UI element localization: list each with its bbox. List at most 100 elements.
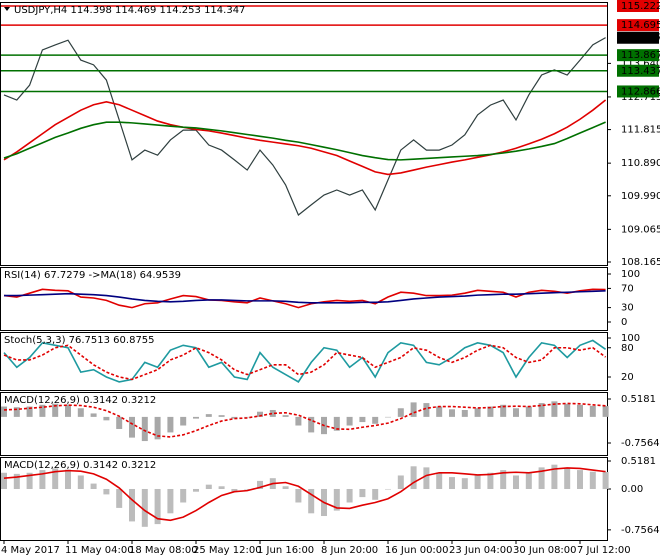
x-tick-label: 25 May 12:00 — [193, 545, 262, 556]
histogram-bar — [103, 416, 110, 421]
histogram-bar — [359, 488, 366, 498]
series-line — [3, 288, 606, 309]
series-line — [3, 339, 607, 383]
histogram-bar — [577, 404, 583, 417]
histogram-bar — [538, 403, 545, 417]
panel-frame — [0, 392, 608, 456]
level-label-box — [617, 49, 659, 62]
histogram-bar — [154, 416, 161, 440]
histogram-bar — [282, 486, 289, 489]
histogram-bar — [525, 406, 532, 417]
histogram-bar — [589, 471, 596, 489]
histogram-bar — [423, 403, 430, 417]
histogram-bar — [385, 416, 391, 418]
y-tick-label: 111.815 — [621, 125, 660, 136]
histogram-bar — [500, 404, 507, 417]
histogram-bar — [39, 404, 46, 417]
histogram-bar — [333, 488, 340, 511]
y-tick-label: 109.065 — [621, 224, 660, 235]
histogram-bar — [513, 408, 519, 417]
histogram-bar — [231, 416, 238, 419]
histogram-bar — [474, 475, 481, 489]
histogram-bar — [423, 467, 430, 489]
histogram-bar — [205, 484, 212, 489]
histogram-bar — [129, 416, 135, 438]
histogram-bar — [167, 416, 174, 433]
histogram-bar — [410, 466, 417, 489]
y-tick-label: 0.00 — [621, 484, 643, 495]
x-tick-label: 23 Jun 04:00 — [449, 545, 513, 556]
histogram-bar — [13, 407, 20, 417]
histogram-bar — [602, 406, 609, 417]
level-label: 113.867 — [621, 50, 660, 61]
histogram-bar — [487, 472, 494, 489]
histogram-bar — [410, 402, 417, 417]
panel-frame — [0, 267, 608, 331]
x-tick-label: 11 May 04:00 — [65, 545, 134, 556]
level-label: 112.866 — [621, 86, 660, 97]
current-price-box — [617, 31, 659, 44]
histogram-bar — [257, 411, 263, 417]
panel-frame — [0, 2, 608, 266]
y-tick-label: 108.165 — [621, 257, 660, 268]
histogram-bar — [103, 488, 110, 495]
histogram-bar — [525, 472, 532, 489]
histogram-bar — [129, 488, 135, 522]
y-tick-label: 113.640 — [621, 58, 660, 69]
level-label: 115.222 — [621, 1, 660, 12]
histogram-bar — [538, 467, 545, 489]
histogram-bar — [551, 401, 558, 417]
panel-title: MACD(12,26,9) 0.3142 0.3212 — [4, 395, 156, 406]
histogram-bar — [372, 416, 379, 424]
panel-title: USDJPY,H4 114.398 114.469 114.253 114.34… — [14, 5, 245, 16]
histogram-bar — [193, 488, 199, 492]
current-price-label: 114.347 — [621, 33, 660, 44]
x-tick-label: 1 Jun 16:00 — [257, 545, 314, 556]
histogram-bar — [308, 488, 315, 514]
histogram-bar — [436, 406, 443, 417]
histogram-bar — [551, 464, 558, 489]
histogram-bar — [116, 416, 123, 429]
series-line — [3, 402, 606, 438]
level-label-box — [617, 19, 659, 32]
level-label: 114.695 — [621, 20, 660, 31]
histogram-bar — [244, 488, 251, 490]
histogram-bar — [449, 477, 455, 489]
x-tick-label: 4 May 2017 — [1, 545, 60, 556]
histogram-bar — [500, 470, 507, 489]
histogram-bar — [372, 488, 379, 500]
histogram-bar — [193, 416, 199, 419]
histogram-bar — [231, 488, 238, 492]
histogram-bar — [52, 403, 59, 417]
histogram-bar — [1, 472, 7, 489]
histogram-bar — [90, 483, 97, 489]
histogram-bar — [141, 416, 148, 442]
series-line — [4, 290, 606, 304]
histogram-bar — [564, 403, 571, 417]
series-line — [3, 344, 607, 381]
histogram-bar — [154, 488, 161, 525]
level-label-box — [617, 85, 659, 98]
series-line — [3, 99, 607, 176]
menu-triangle — [4, 7, 10, 11]
y-tick-label: 100 — [621, 333, 640, 344]
histogram-bar — [589, 405, 596, 417]
histogram-bar — [52, 468, 59, 489]
histogram-bar — [141, 488, 148, 527]
histogram-bar — [26, 406, 33, 417]
x-tick-label: 16 Jun 00:00 — [385, 545, 449, 556]
y-tick-label: -0.7564 — [621, 438, 660, 449]
histogram-bar — [90, 413, 97, 417]
histogram-bar — [180, 416, 187, 426]
y-tick-label: 20 — [621, 372, 634, 383]
histogram-bar — [167, 488, 174, 514]
histogram-bar — [308, 416, 315, 433]
panel-frame — [0, 332, 608, 391]
y-tick-label: 100 — [621, 269, 640, 280]
histogram-bar — [602, 472, 609, 489]
series-line — [3, 37, 606, 216]
y-tick-label: -0.7564 — [621, 525, 660, 536]
panel-title: RSI(14) 67.7279 ->MA(18) 64.9539 — [4, 270, 181, 281]
